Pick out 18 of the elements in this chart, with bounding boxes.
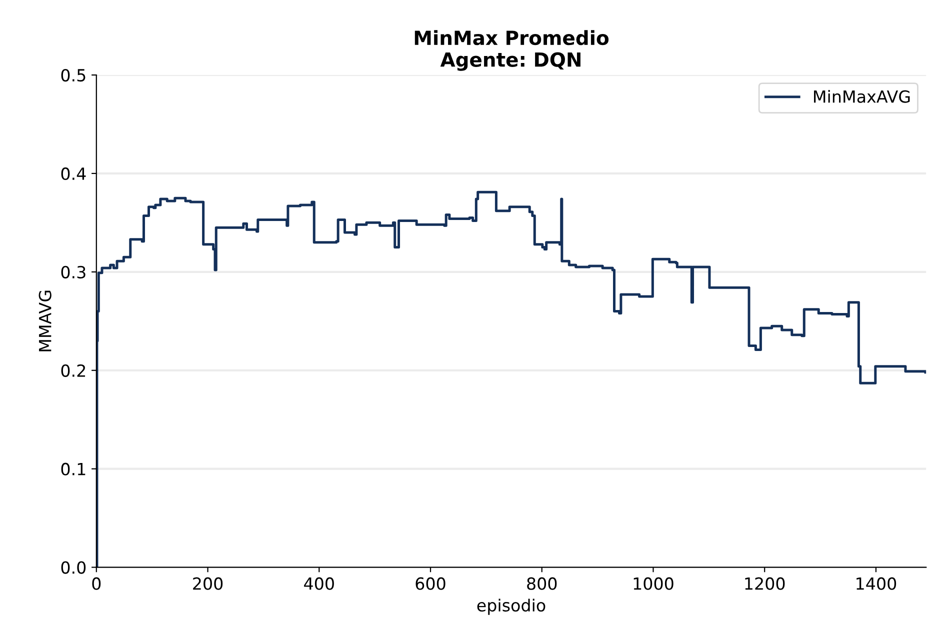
x-tick-label: 1200 [745, 577, 785, 590]
y-tick-label: 0.2 [61, 364, 86, 377]
x-tick-label: 0 [92, 577, 101, 590]
y-tick-label: 0.0 [61, 561, 86, 574]
x-tick-label: 600 [416, 577, 446, 590]
x-tick-label: 400 [304, 577, 334, 590]
x-tick-label: 1400 [856, 577, 896, 590]
chart-title: MinMax Promedio Agente: DQN [414, 30, 609, 71]
y-tick-label: 0.5 [61, 68, 86, 82]
y-tick-label: 0.4 [61, 167, 86, 180]
legend-label: MinMaxAVG [814, 90, 910, 103]
y-tick-label: 0.3 [61, 266, 86, 278]
x-axis-title: episodio [477, 598, 546, 615]
y-axis-title: MMAVG [38, 290, 52, 352]
y-tick-label: 0.1 [61, 462, 86, 476]
x-tick-label: 800 [527, 577, 557, 590]
x-tick-label: 200 [193, 577, 223, 590]
x-tick-label: 1000 [634, 577, 674, 590]
